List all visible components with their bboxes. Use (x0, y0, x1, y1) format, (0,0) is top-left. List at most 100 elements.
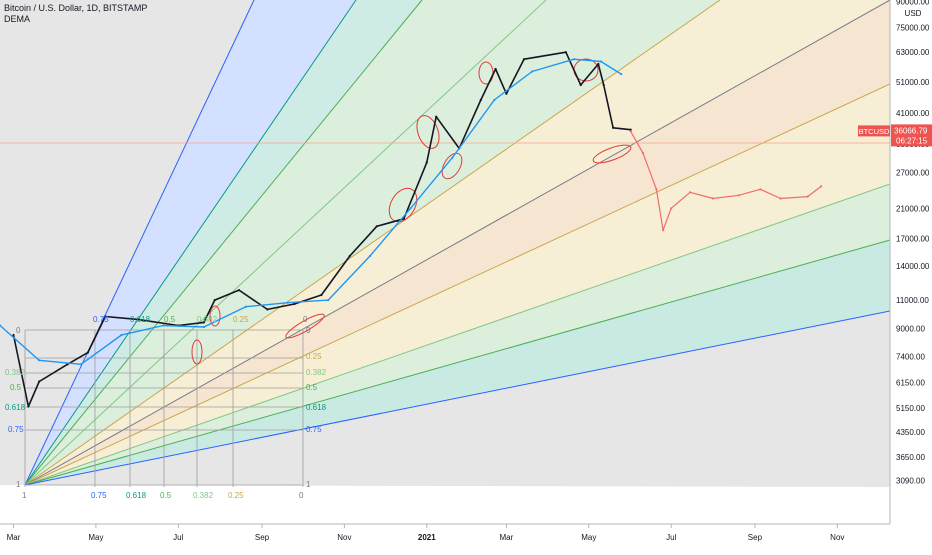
symbol-tag-label: BTCUSD (859, 127, 890, 136)
price-axis-panel (890, 0, 932, 550)
highlight-ellipse (592, 144, 632, 164)
series-2-point (120, 333, 123, 337)
price-tick-label: 63000.00 (896, 48, 930, 57)
series-0-point (27, 405, 30, 408)
fan-top-label: 0.618 (130, 315, 151, 324)
fan-right-label: 0.382 (306, 368, 327, 377)
series-line-1 (630, 131, 822, 231)
series-1-point (806, 195, 809, 198)
fan-ray-3 (24, 0, 547, 486)
series-0-point (266, 308, 269, 311)
series-2-point (286, 301, 289, 304)
fan-left-label: 1 (16, 480, 21, 489)
series-2-point (327, 299, 330, 302)
series-0-point (293, 302, 296, 306)
fan-ray-9 (24, 310, 891, 486)
fan-right-label: 0.5 (306, 383, 318, 392)
last-price-tag (891, 124, 932, 147)
series-1-point (759, 188, 762, 191)
series-2-point (599, 60, 603, 63)
series-2-point (202, 325, 205, 329)
price-tick-label: 90000.00 (896, 0, 930, 7)
series-1-point (712, 197, 715, 200)
fan-right-label: 0.75 (306, 425, 322, 434)
series-2-point (451, 156, 454, 159)
price-tick-label: 75000.00 (896, 24, 930, 33)
series-0-point (320, 293, 323, 297)
series-line-0 (12, 51, 631, 408)
series-0-point (494, 67, 497, 71)
price-tick-label: 41000.00 (896, 109, 930, 118)
highlight-ellipse (416, 115, 440, 149)
fan-right-label: 0.25 (306, 352, 322, 361)
symbol-title: Bitcoin / U.S. Dollar, 1D, BITSTAMP (4, 3, 148, 13)
series-2-point (162, 324, 165, 327)
fan-top-label: 0.25 (233, 315, 249, 324)
series-0-point (629, 128, 632, 131)
series-2-point (493, 98, 496, 102)
chart-header: Bitcoin / U.S. Dollar, 1D, BITSTAMP DEMA (4, 3, 147, 25)
series-1-point (779, 197, 782, 200)
series-0-point (202, 321, 205, 324)
time-axis-panel (0, 524, 890, 550)
fan-top-label: 0.5 (164, 315, 176, 324)
time-tick-label: May (88, 533, 103, 542)
price-tick-label: 7400.00 (896, 352, 925, 361)
series-2-point (368, 254, 372, 258)
series-0-point (38, 380, 41, 383)
price-tick-label: 21000.00 (896, 204, 930, 213)
series-2-point (531, 70, 534, 73)
fan-ray-1 (24, 0, 357, 486)
series-1-point (670, 207, 673, 210)
fan-right-label: 1 (306, 480, 311, 489)
time-tick-label: Mar (7, 533, 21, 542)
fan-right-label: 0.618 (306, 403, 327, 412)
fan-ray-0 (24, 0, 255, 486)
highlight-ellipses (191, 58, 632, 365)
fan-left-label: 0.5 (10, 383, 22, 392)
symbol-tag (858, 125, 890, 137)
price-series (0, 51, 823, 408)
price-tick-label: 6150.00 (896, 379, 925, 388)
series-0-point (237, 289, 241, 292)
fan-ray-2 (24, 0, 423, 486)
fan-top-label: 0 (303, 315, 308, 324)
series-0-point (425, 161, 428, 164)
highlight-ellipse (441, 152, 463, 180)
series-0-point (522, 58, 526, 61)
series-0-point (86, 351, 89, 354)
fan-bottom-label: 0.382 (193, 491, 214, 500)
fib-labels: 0.75 0.618 0.5 0.382 0.25 0 1 0.75 0.618 0.5 0.382… (5, 315, 327, 500)
series-1-point (655, 188, 658, 191)
series-2-point (79, 363, 83, 366)
series-0-point (348, 254, 351, 258)
price-axis-unit: USD (905, 9, 922, 18)
fan-ray-6 (24, 83, 891, 486)
series-0-point (375, 225, 378, 228)
series-0-point (505, 92, 508, 95)
series-0-point (12, 333, 15, 337)
highlight-ellipse (388, 187, 418, 223)
series-0-point (579, 83, 582, 87)
series-0-point (479, 98, 482, 102)
time-tick-label: May (581, 533, 596, 542)
series-1-point (641, 151, 645, 154)
time-tick-label: Nov (337, 533, 351, 542)
price-tick-label: 4350.00 (896, 428, 925, 437)
price-tick-label: 3650.00 (896, 453, 925, 462)
price-tick-label: 3090.00 (896, 476, 925, 485)
fan-top-label: 0.382 (197, 315, 218, 324)
highlight-ellipse (285, 313, 325, 339)
highlight-ellipse (191, 339, 203, 365)
fan-bottom-label: 0.618 (126, 491, 147, 500)
time-tick-label: Mar (500, 533, 514, 542)
series-1-point (689, 191, 692, 194)
fan-left-label: 0.75 (8, 425, 24, 434)
fan-ray-5 (24, 0, 891, 486)
series-2-point (572, 58, 576, 61)
series-1-point (662, 229, 665, 232)
series-0-point (597, 62, 600, 66)
